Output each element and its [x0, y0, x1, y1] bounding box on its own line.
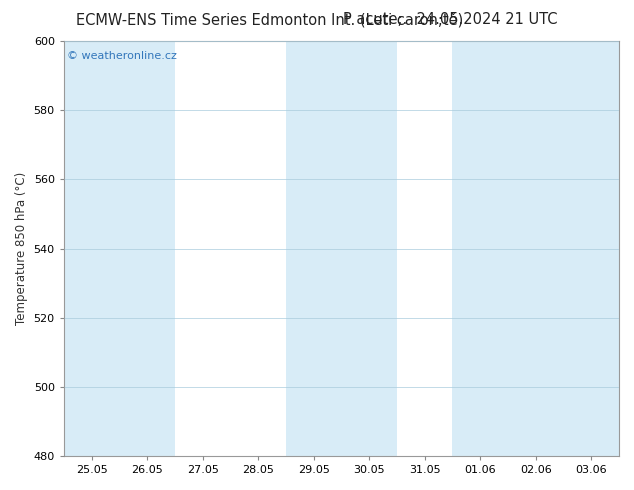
Text: © weatheronline.cz: © weatheronline.cz	[67, 51, 176, 61]
Text: ECMW-ENS Time Series Edmonton Int. (Leti caron;tě): ECMW-ENS Time Series Edmonton Int. (Leti…	[76, 12, 463, 28]
Bar	[564, 41, 619, 456]
Bar	[286, 41, 342, 456]
Bar	[119, 41, 175, 456]
Bar	[64, 41, 119, 456]
Bar	[453, 41, 508, 456]
Bar	[508, 41, 564, 456]
Text: P acute;.  24.05.2024 21 UTC: P acute;. 24.05.2024 21 UTC	[344, 12, 558, 27]
Bar	[342, 41, 397, 456]
Y-axis label: Temperature 850 hPa (°C): Temperature 850 hPa (°C)	[15, 172, 28, 325]
